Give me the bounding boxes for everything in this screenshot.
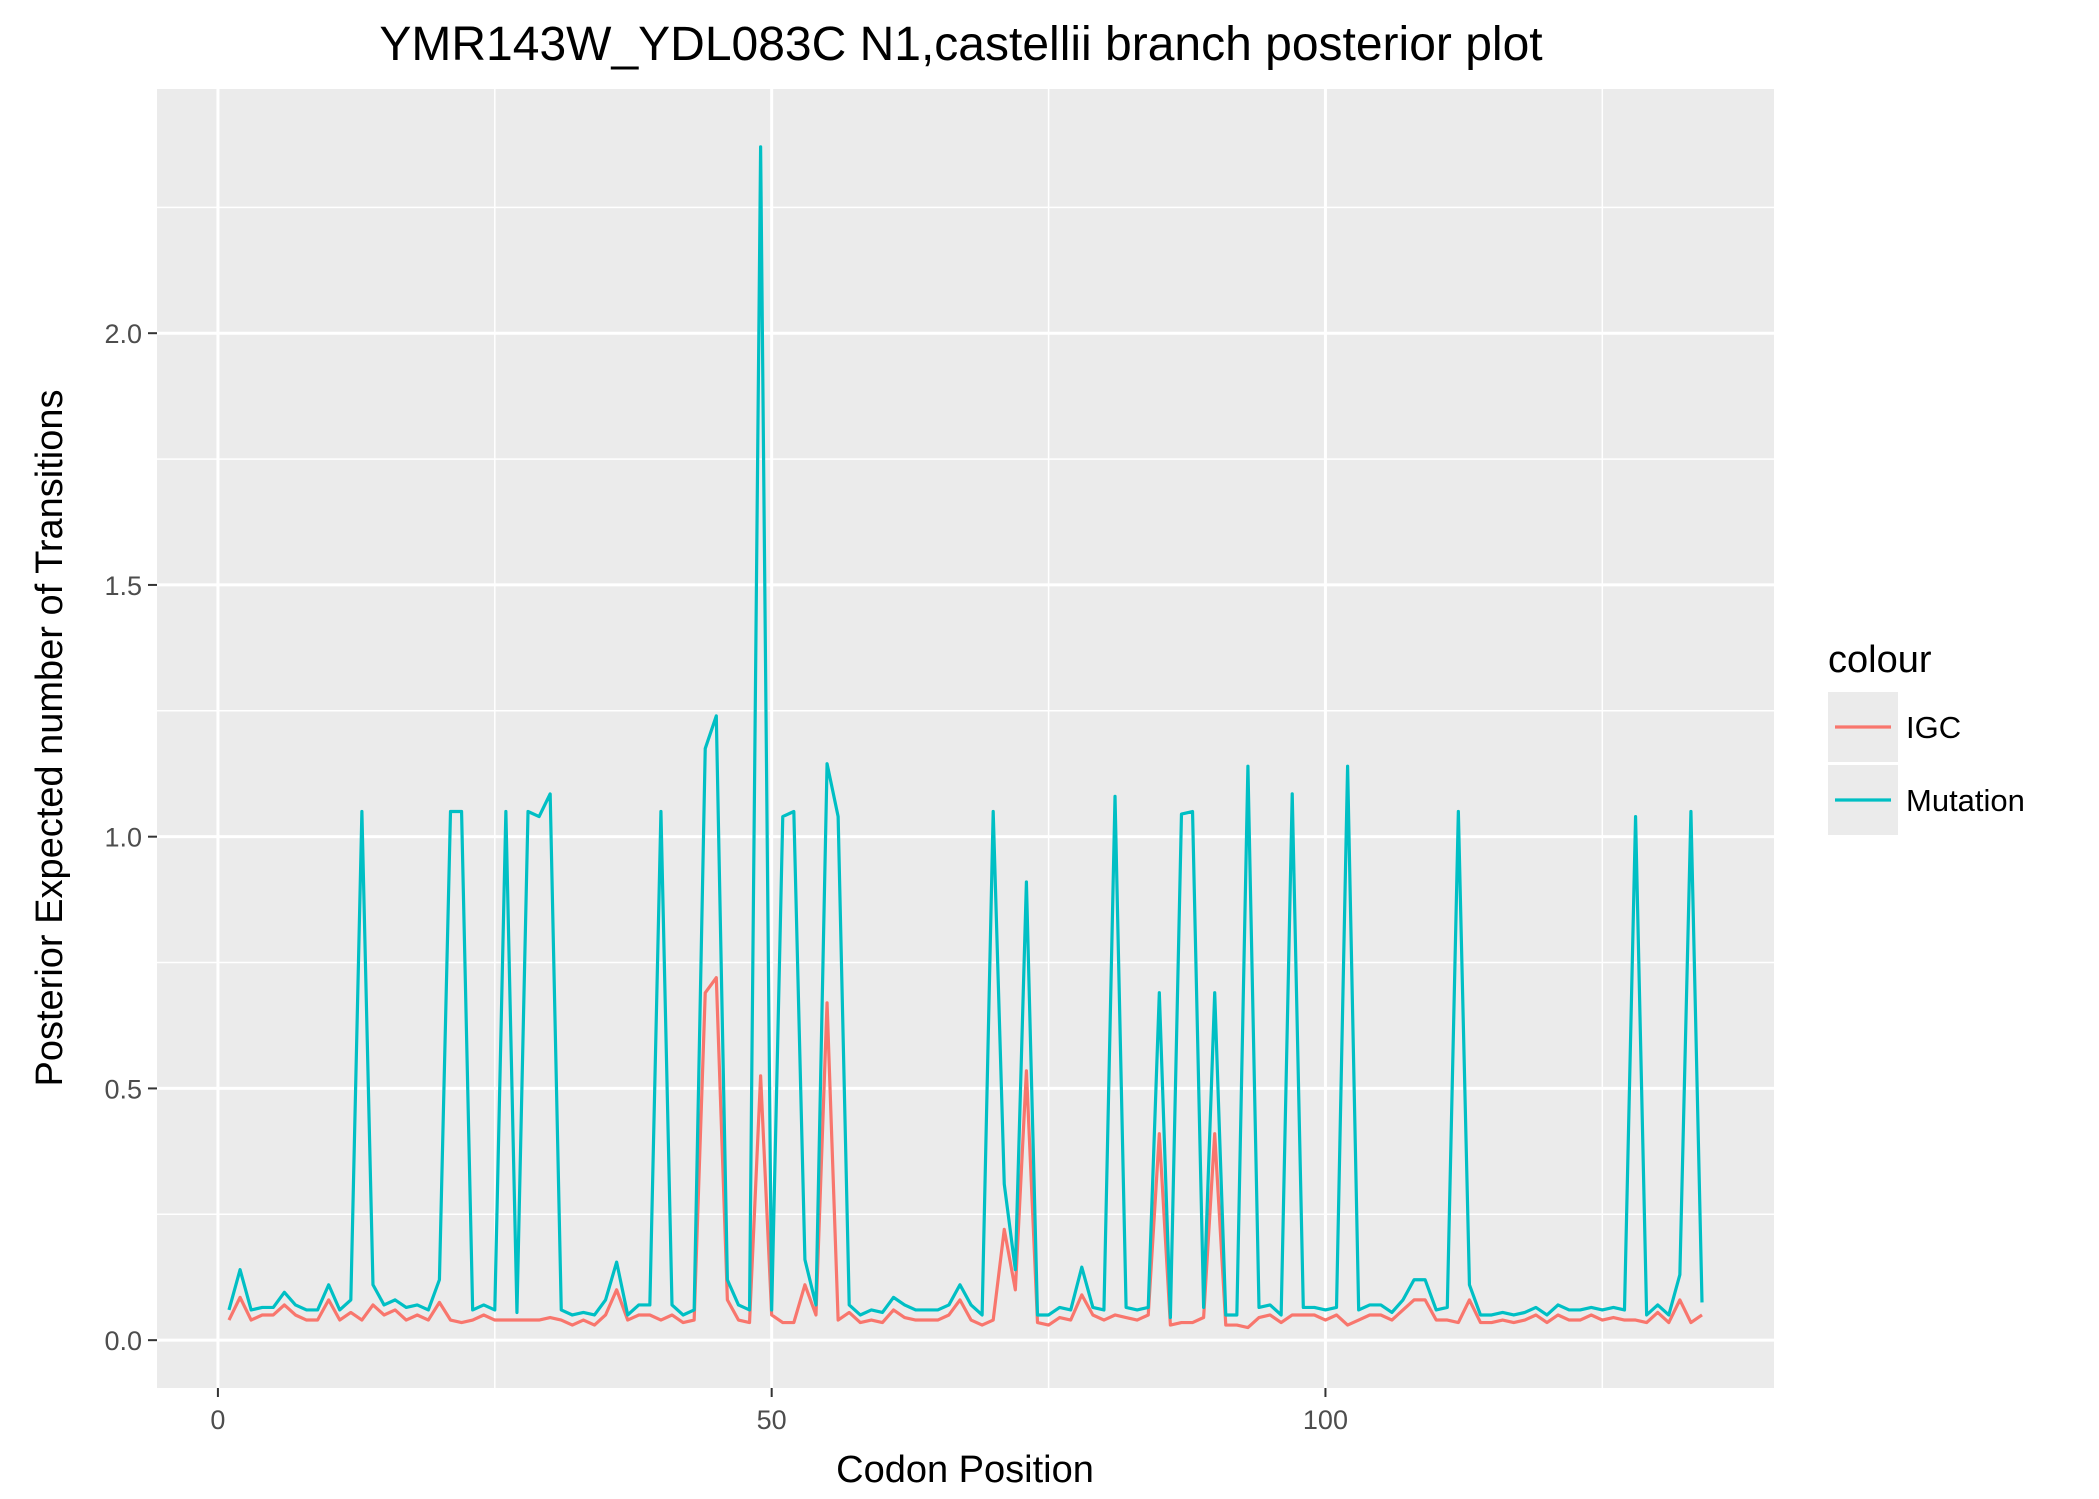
y-axis: 0.0 0.5 1.0 1.5 2.0 — [104, 319, 157, 1356]
legend-title: colour — [1828, 639, 1932, 681]
y-tick-label: 0.5 — [104, 1074, 142, 1104]
y-tick-label: 1.0 — [104, 823, 142, 853]
y-axis-label: Posterior Expected number of Transitions — [29, 389, 71, 1086]
x-tick-label: 100 — [1303, 1405, 1348, 1435]
grid-minor — [157, 89, 1774, 1388]
legend-label: IGC — [1906, 710, 1961, 745]
x-tick-label: 0 — [210, 1405, 225, 1435]
legend: colour IGC Mutation — [1828, 639, 2025, 835]
y-tick-label: 0.0 — [104, 1326, 142, 1356]
plot-panel — [157, 89, 1774, 1388]
y-tick-label: 2.0 — [104, 319, 142, 349]
series-line-mutation — [227, 145, 1704, 1320]
x-axis-label: Codon Position — [836, 1449, 1094, 1491]
legend-label: Mutation — [1906, 783, 2025, 818]
series-line-igc — [227, 976, 1703, 1330]
legend-items: IGC Mutation — [1828, 692, 2025, 835]
x-axis: 0 50 100 — [210, 1388, 1348, 1435]
y-tick-label: 1.5 — [104, 571, 142, 601]
x-tick-label: 50 — [757, 1405, 787, 1435]
series-layer — [227, 145, 1704, 1330]
chart-title: YMR143W_YDL083C N1,castellii branch post… — [379, 18, 1542, 71]
